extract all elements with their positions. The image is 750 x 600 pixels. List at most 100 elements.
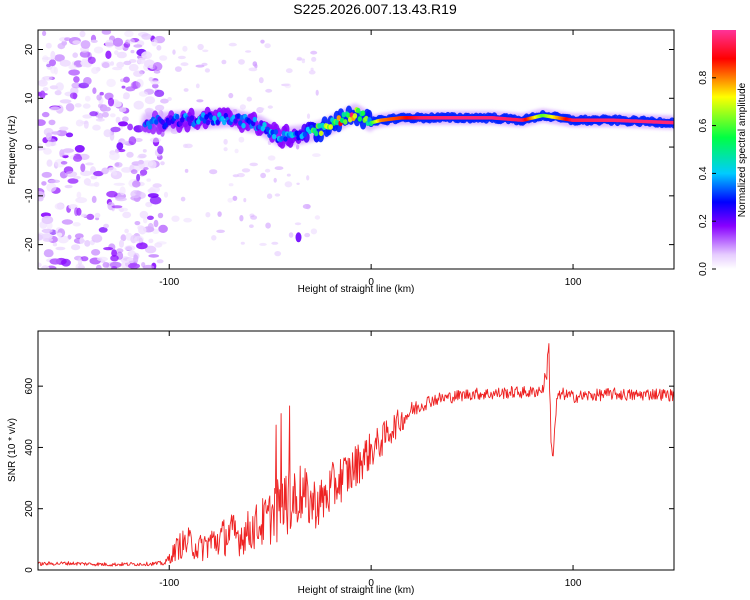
spectrogram-noise-blob xyxy=(126,151,134,158)
spectrogram-noise-blob xyxy=(59,126,69,131)
spectrogram-noise-blob xyxy=(50,50,56,60)
spectrogram-ridge-core xyxy=(281,130,287,137)
spectrogram-noise-blob xyxy=(150,80,160,85)
spectrogram-noise-blob xyxy=(73,76,80,83)
spectrogram-faint-blob xyxy=(264,168,271,173)
spectrogram-faint-blob xyxy=(182,45,188,52)
spectrogram-y-tick-label: -10 xyxy=(24,188,35,203)
snr-y-tick-label: 400 xyxy=(24,439,35,456)
spectrogram-noise-blob xyxy=(48,119,56,126)
spectrogram-noise-blob xyxy=(93,170,104,177)
spectrogram-faint-blob xyxy=(310,228,318,235)
spectrogram-noise-blob xyxy=(138,153,147,159)
spectrogram-ridge-core xyxy=(205,119,211,126)
spectrogram-faint-blob xyxy=(249,162,258,167)
spectrogram-noise-blob xyxy=(80,40,91,49)
spectrogram-noise-blob xyxy=(69,92,78,99)
spectrogram-noise-blob xyxy=(114,162,123,168)
spectrogram-faint-blob xyxy=(288,232,294,238)
snr-x-label: Height of straight line (km) xyxy=(298,585,415,596)
spectrogram-noise-blob xyxy=(148,254,160,258)
spectrogram-noise-blob xyxy=(99,91,104,96)
spectrogram-ridge-core xyxy=(283,136,288,142)
spectrogram-noise-blob xyxy=(83,178,91,186)
snr-x-tick-label: 0 xyxy=(368,578,374,589)
spectrogram-noise-blob xyxy=(107,97,115,107)
spectrogram-layer xyxy=(38,30,674,269)
spectrogram-noise-blob xyxy=(111,249,118,257)
spectrogram-noise-blob xyxy=(93,46,104,54)
spectrogram-faint-blob xyxy=(223,147,228,152)
spectrogram-x-label: Height of straight line (km) xyxy=(298,284,415,295)
spectrogram-noise-blob xyxy=(77,257,83,266)
spectrogram-faint-blob xyxy=(160,161,165,166)
spectrogram-noise-blob xyxy=(56,129,68,137)
spectrogram-noise-blob xyxy=(71,82,82,89)
spectrogram-noise-blob xyxy=(84,240,91,247)
spectrogram-noise-blob xyxy=(111,266,118,269)
spectrogram-ridge-core xyxy=(186,116,191,122)
spectrogram-noise-blob xyxy=(157,212,164,219)
spectrogram-faint-blob xyxy=(284,181,293,188)
spectrogram-noise-blob xyxy=(101,62,110,69)
spectrogram-faint-blob xyxy=(286,173,291,177)
spectrogram-faint-blob xyxy=(195,64,205,68)
snr-panel: -100 0 100 0 200 400 600 Height of straight li… xyxy=(7,330,675,596)
spectrogram-noise-blob xyxy=(62,148,75,153)
spectrogram-faint-blob xyxy=(267,140,272,145)
spectrogram-faint-blob xyxy=(310,50,318,55)
spectrogram-noise xyxy=(38,30,321,269)
spectrogram-noise-blob xyxy=(133,100,144,110)
spectrogram-noise-blob xyxy=(41,265,50,269)
spectrogram-noise-blob xyxy=(141,51,153,60)
spectrogram-ridge-core xyxy=(188,120,193,127)
spectrogram-noise-blob xyxy=(128,136,137,146)
spectrogram-faint-blob xyxy=(296,182,300,185)
spectrogram-noise-blob xyxy=(38,147,46,151)
spectrogram-faint-blob xyxy=(304,232,311,238)
snr-plot-area xyxy=(38,343,674,567)
spectrogram-noise-blob xyxy=(54,203,64,210)
snr-y-tick-label: 600 xyxy=(24,377,35,394)
snr-frame xyxy=(37,330,675,571)
spectrogram-noise-blob xyxy=(148,238,154,244)
spectrogram-faint-blob xyxy=(266,193,273,199)
spectrogram-noise-blob xyxy=(38,196,44,202)
spectrogram-faint-blob xyxy=(281,83,290,87)
spectrogram-noise-blob xyxy=(123,92,130,100)
spectrogram-ridge-core xyxy=(270,129,275,136)
spectrogram-noise-blob xyxy=(134,235,144,244)
spectrogram-noise-blob xyxy=(130,81,141,89)
spectrogram-noise-blob xyxy=(106,190,118,198)
spectrogram-noise-blob xyxy=(116,248,124,253)
spectrogram-noise-blob xyxy=(45,132,52,141)
spectrogram-noise-blob xyxy=(41,215,54,225)
spectrogram-ridge-core xyxy=(272,133,277,140)
spectrogram-noise-blob xyxy=(109,113,116,118)
spectrogram-faint-blob xyxy=(217,211,222,217)
spectrogram-noise-blob xyxy=(151,39,158,47)
spectrogram-faint-blob xyxy=(180,62,189,67)
spectrogram-faint-blob xyxy=(248,67,258,72)
spectrogram-noise-blob xyxy=(127,38,135,44)
spectrogram-ridge-core xyxy=(360,110,366,116)
spectrogram-noise-blob xyxy=(120,261,131,269)
spectrogram-noise-blob xyxy=(82,114,93,119)
spectrogram-faint-blob xyxy=(174,66,182,72)
spectrogram-faint-blob xyxy=(260,172,266,179)
spectrogram-noise-blob xyxy=(38,91,43,97)
spectrogram-noise-blob xyxy=(46,159,53,167)
spectrogram-ridge-core xyxy=(356,107,361,114)
spectrogram-ridge-core xyxy=(328,124,333,130)
spectrogram-noise-blob xyxy=(46,182,57,192)
spectrogram-noise-blob xyxy=(113,182,126,186)
spectrogram-noise-blob xyxy=(71,244,81,251)
spectrogram-faint-blob xyxy=(160,98,169,104)
spectrogram-faint-blob xyxy=(302,204,311,209)
spectrogram-noise-blob xyxy=(96,94,102,101)
spectrogram-faint-blob xyxy=(205,212,211,218)
spectrogram-faint-blob xyxy=(274,193,281,197)
snr-y-label: SNR (10 * v/v) xyxy=(7,418,18,482)
spectrogram-noise-blob xyxy=(127,123,133,131)
spectrogram-noise-blob xyxy=(42,238,54,242)
